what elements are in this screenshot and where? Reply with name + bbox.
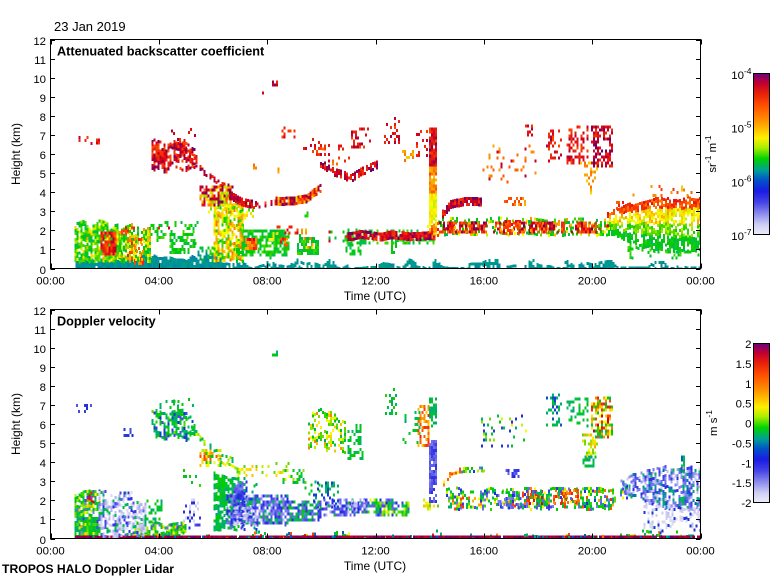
svg-text:08:00: 08:00 (253, 275, 282, 287)
svg-text:7: 7 (40, 401, 46, 413)
svg-text:1: 1 (40, 515, 46, 527)
svg-text:sr-1 m-1: sr-1 m-1 (703, 135, 719, 173)
svg-text:9: 9 (40, 363, 46, 375)
svg-text:-0.5: -0.5 (732, 438, 752, 450)
svg-text:m s-1: m s-1 (704, 410, 720, 436)
svg-text:-1.5: -1.5 (732, 478, 752, 490)
svg-text:08:00: 08:00 (253, 545, 282, 557)
svg-text:TROPOS HALO Doppler Lidar: TROPOS HALO Doppler Lidar (2, 562, 174, 576)
svg-text:Time (UTC): Time (UTC) (344, 559, 406, 573)
svg-text:-1: -1 (741, 458, 751, 470)
svg-text:1.5: 1.5 (736, 359, 752, 371)
svg-text:0.5: 0.5 (736, 399, 752, 411)
svg-text:10-7: 10-7 (731, 227, 752, 243)
svg-text:Time (UTC): Time (UTC) (344, 289, 406, 303)
svg-text:16:00: 16:00 (470, 545, 499, 557)
svg-text:5: 5 (40, 439, 46, 451)
svg-text:2: 2 (745, 339, 751, 351)
svg-text:0: 0 (40, 265, 46, 277)
svg-text:12:00: 12:00 (361, 275, 390, 287)
svg-text:6: 6 (40, 150, 46, 162)
svg-text:10-5: 10-5 (731, 120, 752, 136)
svg-text:12: 12 (33, 306, 46, 318)
svg-text:23 Jan 2019: 23 Jan 2019 (54, 19, 126, 34)
svg-text:8: 8 (40, 112, 46, 124)
svg-text:00:00: 00:00 (686, 275, 715, 287)
svg-text:04:00: 04:00 (145, 545, 174, 557)
svg-text:20:00: 20:00 (578, 545, 607, 557)
svg-text:7: 7 (40, 131, 46, 143)
svg-text:12:00: 12:00 (361, 545, 390, 557)
svg-text:-2: -2 (741, 498, 751, 510)
svg-text:4: 4 (40, 458, 46, 470)
svg-text:10-6: 10-6 (731, 173, 752, 189)
svg-text:Attenuated backscatter coeffic: Attenuated backscatter coefficient (57, 45, 265, 59)
svg-text:2: 2 (40, 226, 46, 238)
svg-text:1: 1 (745, 379, 751, 391)
svg-text:3: 3 (40, 207, 46, 219)
svg-text:12: 12 (33, 36, 46, 48)
svg-text:11: 11 (34, 325, 46, 337)
svg-text:00:00: 00:00 (36, 275, 65, 287)
svg-text:2: 2 (40, 496, 46, 508)
svg-text:5: 5 (40, 169, 46, 181)
svg-text:00:00: 00:00 (686, 545, 715, 557)
svg-text:Height (km): Height (km) (9, 123, 23, 185)
svg-text:1: 1 (40, 245, 46, 257)
svg-text:0: 0 (745, 419, 751, 431)
svg-text:Doppler velocity: Doppler velocity (57, 315, 156, 329)
svg-text:Height (km): Height (km) (9, 393, 23, 455)
svg-text:0: 0 (40, 535, 46, 547)
svg-text:8: 8 (40, 382, 46, 394)
svg-text:10: 10 (33, 344, 46, 356)
svg-text:6: 6 (40, 420, 46, 432)
svg-text:04:00: 04:00 (145, 275, 174, 287)
svg-text:3: 3 (40, 477, 46, 489)
svg-text:00:00: 00:00 (36, 545, 65, 557)
svg-text:9: 9 (40, 93, 46, 105)
svg-text:16:00: 16:00 (470, 275, 499, 287)
svg-text:20:00: 20:00 (578, 275, 607, 287)
svg-text:4: 4 (40, 188, 46, 200)
svg-text:10-4: 10-4 (731, 66, 752, 82)
svg-text:10: 10 (33, 74, 46, 86)
svg-text:11: 11 (34, 55, 46, 67)
